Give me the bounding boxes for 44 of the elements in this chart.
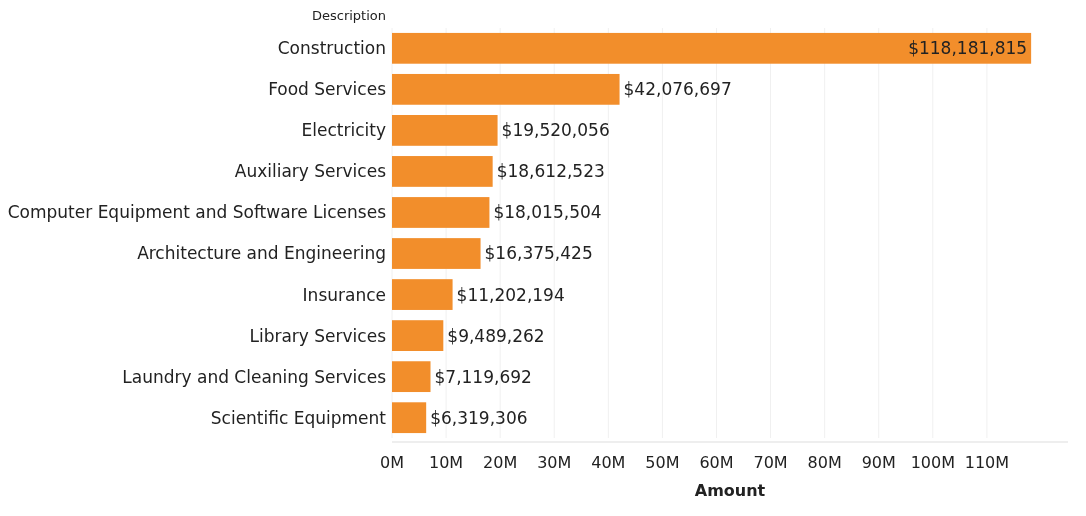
y-tick-label: Scientific Equipment xyxy=(210,407,387,428)
x-tick-label: 30M xyxy=(537,453,572,472)
data-label: $16,375,425 xyxy=(484,243,593,264)
bar xyxy=(392,32,1032,64)
x-tick-label: 100M xyxy=(910,453,955,472)
y-tick-label: Electricity xyxy=(301,120,386,141)
bar xyxy=(392,115,498,146)
bar xyxy=(392,238,481,269)
x-tick-label: 90M xyxy=(861,453,896,472)
bar xyxy=(392,402,427,434)
x-tick-label: 70M xyxy=(753,453,788,472)
data-label: $118,181,815 xyxy=(908,38,1028,59)
y-tick-label: Auxiliary Services xyxy=(234,161,387,182)
y-tick-label: Architecture and Engineering xyxy=(137,243,386,264)
bar xyxy=(392,320,444,351)
y-tick-label: Insurance xyxy=(302,284,386,305)
data-label: $18,612,523 xyxy=(496,161,605,182)
x-axis-title: Amount xyxy=(694,481,766,500)
x-tick-label: 40M xyxy=(591,453,626,472)
x-tick-label: 80M xyxy=(807,453,842,472)
x-tick-label: 0M xyxy=(380,453,404,472)
bar xyxy=(392,361,431,393)
data-label: $18,015,504 xyxy=(493,202,602,223)
y-tick-label: Laundry and Cleaning Services xyxy=(122,366,387,387)
x-tick-label: 110M xyxy=(964,453,1010,472)
y-tick-label: Construction xyxy=(277,38,386,59)
y-tick-label: Computer Equipment and Software Licenses xyxy=(7,202,387,223)
data-label: $7,119,692 xyxy=(434,366,532,387)
x-tick-label: 50M xyxy=(645,453,680,472)
y-axis-title: Description xyxy=(311,8,386,23)
y-tick-label: Food Services xyxy=(268,79,387,100)
data-label: $19,520,056 xyxy=(501,120,610,141)
x-tick-label: 60M xyxy=(699,453,734,472)
x-tick-label: 10M xyxy=(428,453,464,472)
data-label: $9,489,262 xyxy=(447,325,545,346)
data-label: $6,319,306 xyxy=(430,407,528,428)
bar xyxy=(392,279,453,310)
data-label: $42,076,697 xyxy=(623,79,732,100)
bar xyxy=(392,156,493,187)
x-tick-label: 20M xyxy=(483,453,518,472)
y-tick-label: Library Services xyxy=(249,325,387,346)
bar xyxy=(392,73,620,105)
bar xyxy=(392,197,490,228)
data-label: $11,202,194 xyxy=(456,284,565,305)
